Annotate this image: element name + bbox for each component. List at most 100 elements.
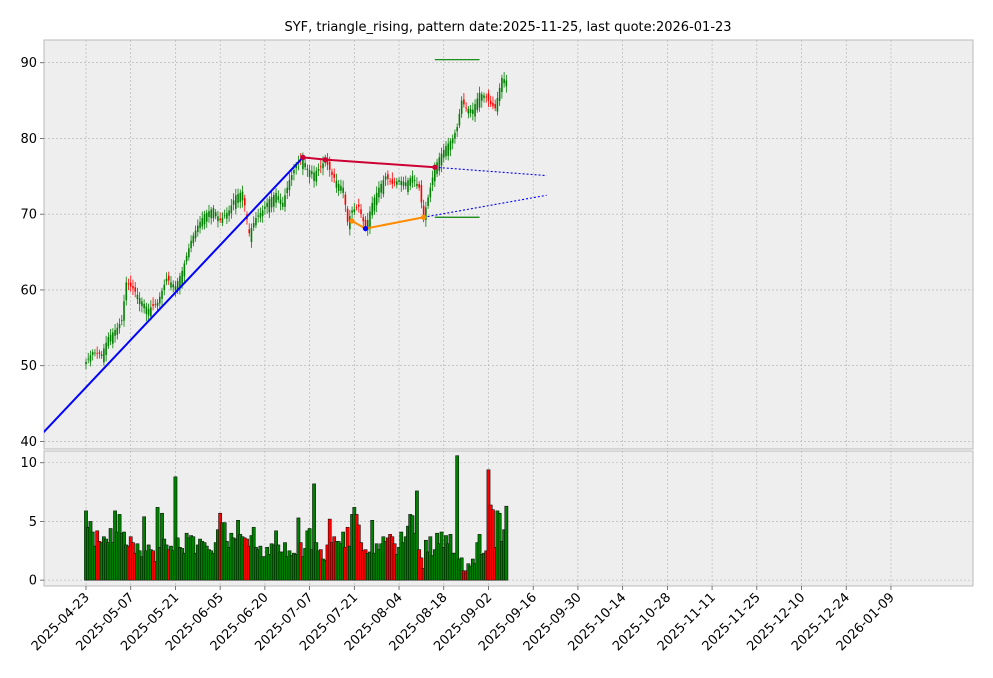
candle-body (313, 172, 315, 181)
price-plot-area (43, 39, 974, 450)
price-y-tick-label: 80 (20, 132, 37, 147)
candle-body (152, 304, 154, 306)
candle-body (467, 108, 470, 114)
candle-body (322, 163, 324, 169)
candle-body (396, 181, 398, 185)
candle-body (407, 180, 409, 193)
candle-body (306, 168, 309, 170)
candle-body (315, 170, 318, 182)
volume-y-tick-label: 10 (20, 456, 37, 471)
candle-body (413, 180, 416, 181)
upper-projection-line (434, 166, 547, 177)
candle-body (447, 143, 450, 156)
candle-body (344, 194, 347, 205)
candle-body (364, 219, 367, 229)
candle-body (445, 146, 447, 157)
candle-body (369, 211, 371, 229)
candle-body (304, 163, 306, 168)
candle-body (427, 197, 429, 206)
candle-body (150, 307, 152, 317)
candle-body (478, 93, 481, 108)
candle-body (458, 113, 461, 126)
candle-body (472, 109, 474, 114)
candle-body (266, 202, 268, 208)
candle-body (454, 132, 456, 139)
candle-body (440, 153, 443, 166)
volume-bar (415, 490, 419, 581)
candle-body (163, 284, 166, 291)
candle-body (250, 228, 253, 243)
candle-body (183, 263, 186, 277)
volume-series (84, 455, 509, 581)
candle-body (449, 140, 452, 151)
candle-body (161, 290, 163, 299)
candle-body (319, 166, 322, 168)
candle-body (134, 287, 136, 292)
candle-body (431, 177, 434, 186)
candle-body (505, 80, 508, 87)
candle-body (273, 195, 275, 207)
candle-body (268, 199, 271, 213)
candle-body (194, 230, 197, 239)
candle-body (451, 138, 454, 144)
candle-body (85, 361, 87, 365)
price-y-tick-label: 50 (20, 359, 37, 374)
candle-body (98, 352, 101, 354)
candle-body (326, 158, 329, 165)
candle-body (114, 330, 116, 336)
candle-body (199, 221, 201, 229)
candle-body (116, 327, 119, 335)
candle-body (494, 104, 496, 109)
candle-body (337, 183, 340, 191)
candle-body (371, 202, 374, 216)
candle-body (353, 209, 356, 212)
volume-bar (459, 557, 464, 581)
volume-y-tick-label: 0 (29, 574, 37, 589)
candle-body (293, 170, 295, 174)
candle-body (221, 217, 224, 224)
candle-body (375, 192, 378, 206)
candle-body (141, 301, 143, 307)
candle-body (270, 197, 273, 208)
candle-body (275, 192, 277, 203)
candle-body (465, 107, 467, 109)
price-y-tick-label: 40 (20, 435, 37, 450)
candle-body (167, 275, 170, 281)
candle-body (248, 229, 251, 234)
candle-body (288, 180, 291, 191)
candle-body (226, 212, 228, 219)
candle-body (154, 304, 157, 306)
candle-body (420, 184, 423, 203)
candle-body (442, 149, 445, 158)
candle-body (129, 282, 132, 287)
candle-body (219, 218, 221, 221)
support-marker (362, 225, 369, 232)
candle-body (170, 282, 172, 288)
candle-body (463, 99, 465, 105)
candle-body (174, 286, 177, 291)
candle-body (123, 301, 125, 321)
candle-body (302, 157, 304, 170)
candle-body (201, 217, 204, 227)
volume-bar (142, 516, 146, 581)
candle-body (243, 198, 246, 206)
candle-body (474, 104, 476, 117)
candle-body (382, 180, 385, 195)
candle-body (212, 208, 215, 219)
candle-body (217, 216, 219, 222)
candle-body (331, 171, 333, 175)
candle-body (165, 278, 168, 282)
resistance-marker (432, 164, 438, 170)
candle-body (429, 187, 432, 198)
volume-bar (504, 505, 509, 581)
candle-body (387, 174, 389, 179)
candle-body (252, 223, 255, 228)
candle-body (261, 210, 264, 217)
candle-body (340, 185, 342, 191)
candle-body (308, 170, 311, 178)
resistance-marker (322, 157, 328, 163)
candle-body (112, 332, 114, 344)
candle-body (349, 216, 351, 230)
candle-body (422, 205, 425, 218)
